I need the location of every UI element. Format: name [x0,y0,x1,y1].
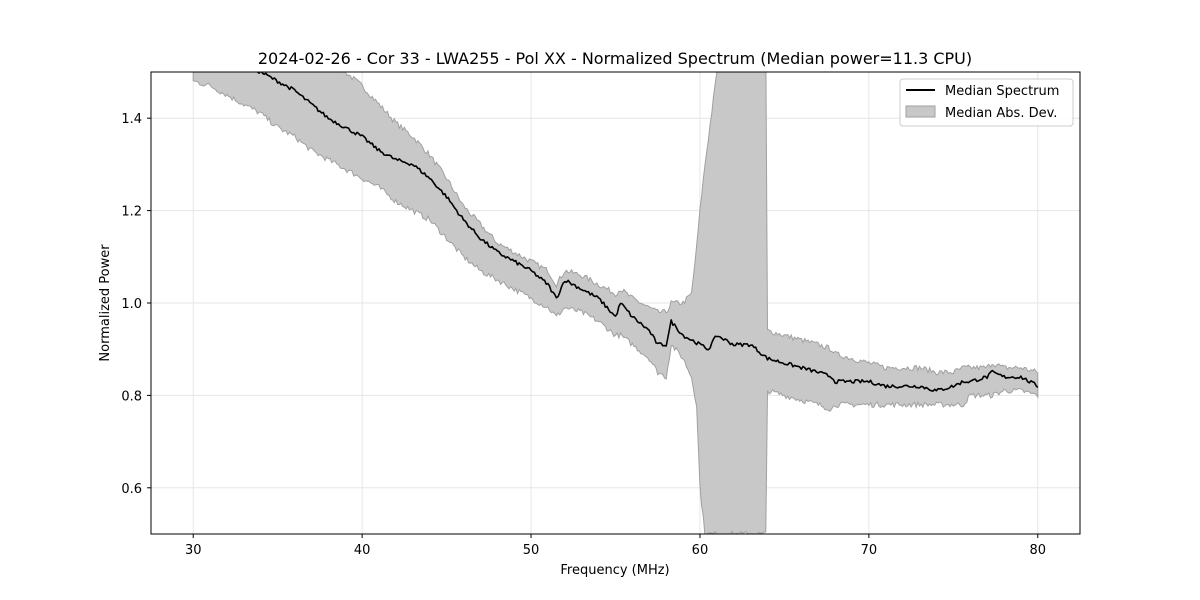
axis-ticks: 30 40 50 60 70 80 0.6 0.8 1.0 1.2 1.4 [121,112,1046,558]
legend-swatch-median-abs-dev [905,105,936,118]
x-axis-label: Frequency (MHz) [560,563,669,578]
legend-box [899,78,1074,127]
series-median-spectrum-line [256,72,1039,392]
chart-title: 2024-02-26 - Cor 33 - LWA255 - Pol XX - … [258,49,972,68]
series-median-abs-dev-band [192,72,1039,534]
y-tick-label: 0.8 [121,389,142,404]
x-tick-label: 50 [523,543,540,558]
x-tick-label: 40 [354,543,371,558]
x-tick-label: 60 [692,543,709,558]
legend: Median Spectrum Median Abs. Dev. [899,78,1074,127]
x-tick-label: 70 [861,543,878,558]
x-tick-label: 30 [185,543,202,558]
y-tick-label: 1.4 [121,112,142,127]
plot-area [192,72,1039,534]
y-tick-label: 1.0 [121,297,142,312]
legend-label-median-abs-dev: Median Abs. Dev. [945,106,1057,121]
y-tick-label: 0.6 [121,482,142,497]
x-tick-label: 80 [1029,543,1046,558]
legend-label-median-spectrum: Median Spectrum [945,84,1059,99]
y-axis-label: Normalized Power [98,244,113,362]
y-tick-label: 1.2 [121,205,142,220]
